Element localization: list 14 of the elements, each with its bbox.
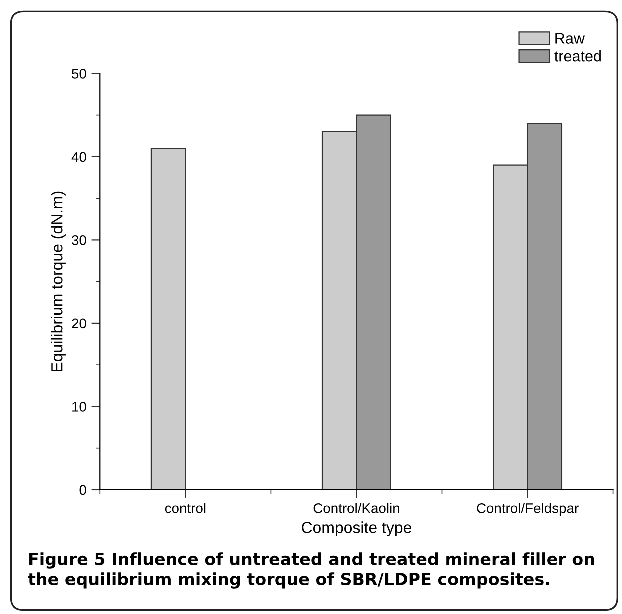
x-tick-label: Control/Feldspar: [477, 503, 579, 516]
caption: Figure 5 Influence of untreated and treated mineral filler on the equilibrium mixing torque of SBR/LDPE composites.: [28, 552, 594, 589]
y-tick-label: 20: [72, 318, 86, 329]
y-tick-label: 50: [72, 69, 86, 79]
y-tick-label: 40: [72, 152, 86, 162]
y-tick-label: 30: [72, 236, 86, 246]
y-tick-label: 10: [72, 402, 86, 412]
y-tick-label: 0: [80, 485, 86, 496]
legend-label: treated: [554, 50, 601, 62]
legend-label: Raw: [556, 33, 586, 44]
x-axis-title: Composite type: [302, 522, 412, 537]
x-tick-label: Control/Kaolin: [314, 503, 400, 514]
y-axis-title: Equilibrium torque (dN.m): [51, 192, 66, 372]
x-tick-label: control: [165, 503, 206, 514]
